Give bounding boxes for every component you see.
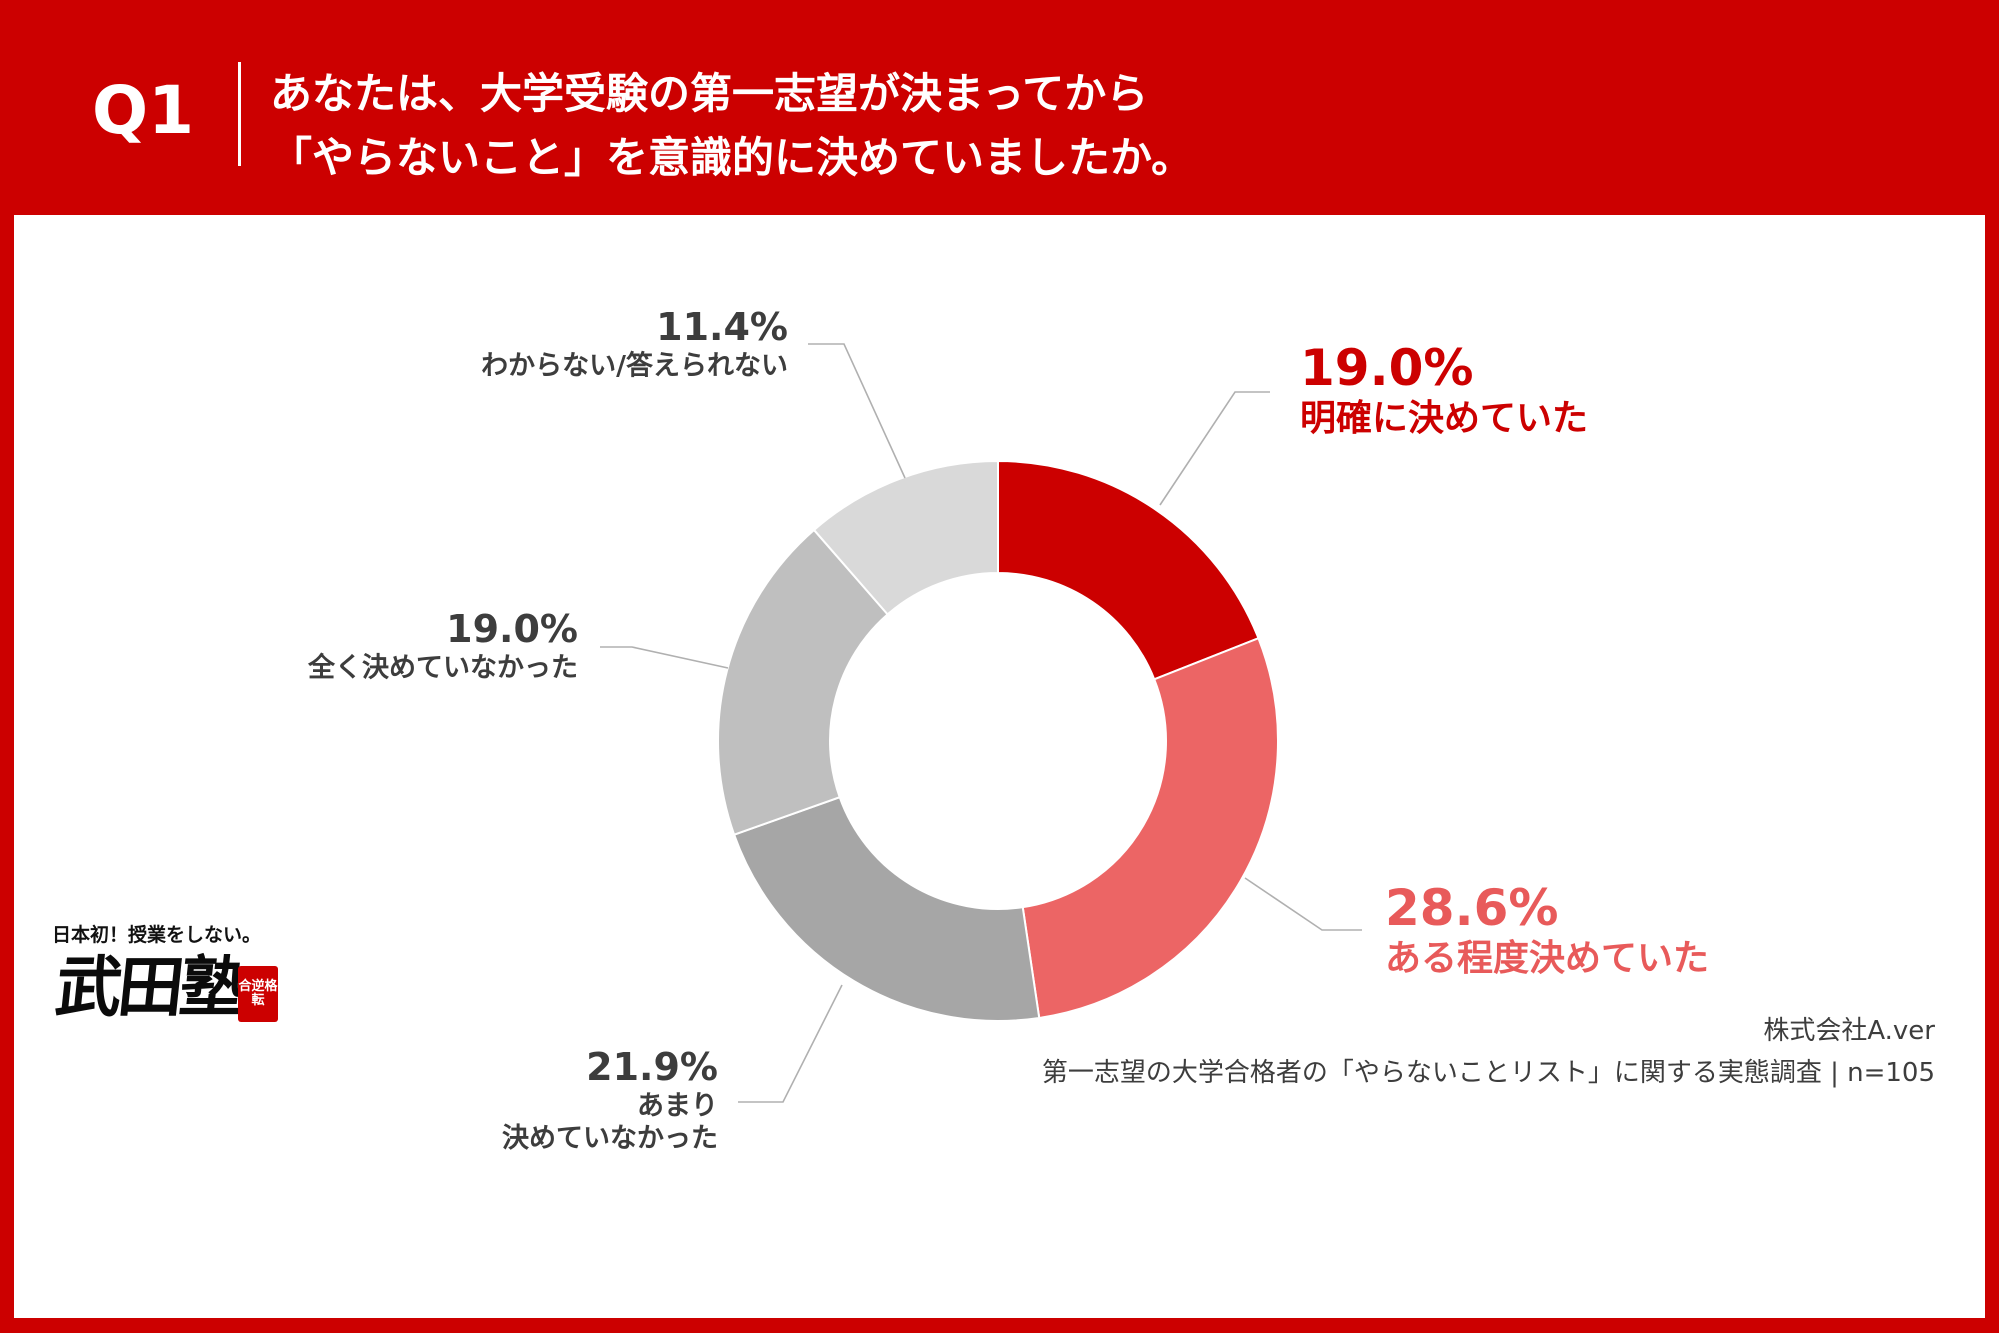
footer-company: 株式会社A.ver	[1763, 1016, 1935, 1046]
leader-line	[808, 343, 906, 479]
slice-percent-label: 19.0%	[1300, 339, 1473, 397]
question-number: Q1	[92, 72, 195, 149]
slice-category-label: 明確に決めていた	[1300, 398, 1588, 439]
donut-slice	[717, 528, 890, 836]
question-text: あなたは、大学受験の第一志望が決まってから 「やらないこと」を意識的に決めていま…	[270, 62, 1193, 190]
donut-slice	[997, 459, 1260, 681]
slice-percent-label: 19.0%	[446, 607, 578, 651]
leader-line	[600, 646, 729, 669]
donut-slice	[1021, 636, 1279, 1020]
logo: 日本初！授業をしない。 武田塾 合逆格転	[52, 920, 312, 1070]
slice-category-label: ある程度決めていた	[1385, 938, 1709, 979]
slice-category-label: 全く決めていなかった	[307, 651, 578, 683]
leader-line	[1244, 877, 1362, 931]
slice-percent-label: 11.4%	[656, 305, 788, 349]
slice-category-label: あまり	[637, 1090, 718, 1121]
logo-seal-text: 合逆格転	[238, 979, 278, 1008]
leader-line	[738, 984, 843, 1103]
question-line-1: あなたは、大学受験の第一志望が決まってから	[270, 69, 1149, 118]
logo-tagline: 日本初！授業をしない。	[52, 924, 262, 946]
header: Q1 あなたは、大学受験の第一志望が決まってから 「やらないこと」を意識的に決め…	[0, 0, 1999, 215]
donut-slice	[812, 459, 999, 616]
question-line-2: 「やらないこと」を意識的に決めていましたか。	[270, 133, 1194, 182]
slice-percent-label: 21.9%	[586, 1045, 718, 1089]
footer-survey: 第一志望の大学合格者の「やらないことリスト」に関する実態調査 | n=105	[1041, 1058, 1935, 1088]
slice-category-label: わからない/答えられない	[481, 349, 788, 381]
slice-percent-label: 28.6%	[1385, 879, 1558, 937]
logo-wordmark: 武田塾	[51, 948, 247, 1026]
leader-line	[1159, 391, 1270, 506]
slice-category-label: 決めていなかった	[502, 1123, 718, 1154]
logo-seal: 合逆格転	[238, 966, 278, 1022]
donut-slice	[732, 795, 1041, 1023]
chart-panel	[14, 215, 1985, 1318]
header-divider	[238, 62, 241, 166]
